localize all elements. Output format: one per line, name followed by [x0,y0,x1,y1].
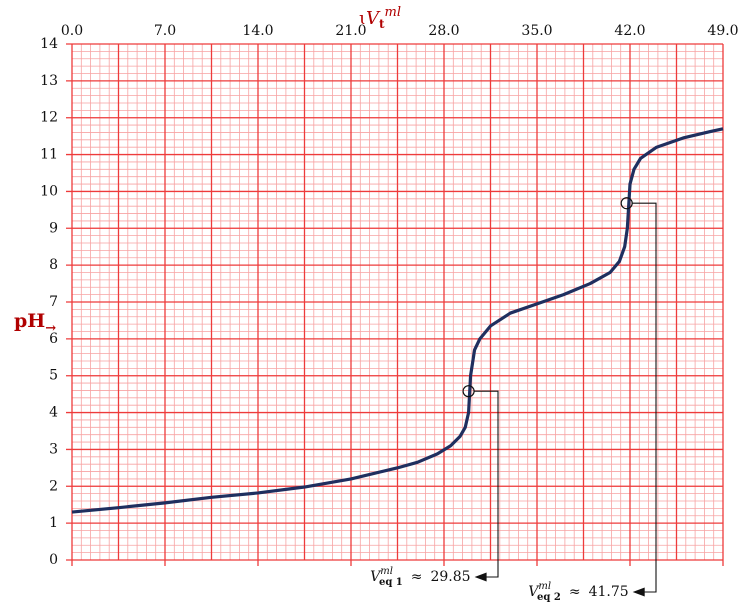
leader-line [474,390,499,578]
leader-line [632,202,657,593]
annotation: Vml eq 2 ≈41.75 [528,581,628,603]
y-tick-label: 0 [49,552,58,568]
x-label-superscript: ml [385,5,402,20]
curve [71,127,724,514]
x-tick-label: 28.0 [428,23,459,39]
y-tick-label: 9 [49,220,58,236]
y-tick-label: 11 [40,147,58,163]
annotation-superscript: ml [538,581,551,592]
x-tick-label: 14.0 [242,23,273,39]
arrow-head [632,587,645,597]
annotation-approx: ≈ [569,584,581,600]
y-tick-label: 12 [40,110,58,126]
y-tick-label: 14 [40,36,58,52]
x-label-subscript: t [379,17,385,31]
annotation: Vml eq 1 ≈29.85 [370,566,470,588]
x-tick-label: 0.0 [61,23,83,39]
annotation-symbol: V [528,584,540,600]
y-tick-label: 1 [49,515,58,531]
y-tick-label: 4 [49,405,58,421]
x-tick-label: 35.0 [521,23,552,39]
annotation-approx: ≈ [411,569,423,585]
y-label-text: pH [14,310,45,332]
y-tick-label: 3 [49,441,58,457]
annotation-subscript: eq 2 [537,592,561,603]
annotation-superscript: ml [380,566,393,577]
y-tick-label: 10 [40,183,58,199]
x-tick-label: 7.0 [154,23,176,39]
y-tick-label: 6 [49,331,58,347]
annotation-subscript: eq 1 [379,577,403,588]
x-label-symbol: V [366,8,381,29]
y-tick-label: 2 [49,478,58,494]
y-tick-label: 13 [40,73,58,89]
x-label-marker: ɩ [359,8,366,29]
y-tick-label: 8 [49,257,58,273]
annotation-value: 29.85 [430,569,470,585]
y-tick-label: 5 [49,368,58,384]
x-tick-label: 49.0 [707,23,738,39]
arrow-head [474,572,487,582]
x-tick-label: 21.0 [335,23,366,39]
x-axis-label: ɩVtml [359,5,401,31]
y-tick-label: 7 [49,294,58,310]
x-tick-label: 42.0 [614,23,645,39]
annotation-symbol: V [370,569,382,585]
y-label-subscript: → [45,321,56,336]
y-axis-label: pH→ [14,310,56,336]
annotation-value: 41.75 [589,584,629,600]
